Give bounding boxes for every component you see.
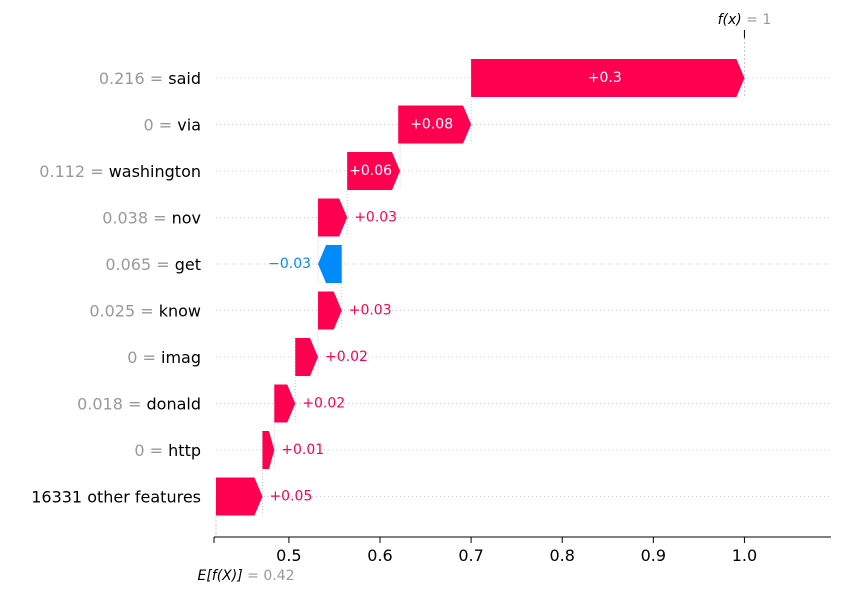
feature-name: 16331 other features: [31, 487, 201, 506]
feature-value: 0.065 =: [105, 255, 174, 274]
base-value-label: E[f(X)] = 0.42: [197, 568, 294, 584]
bar-via: [398, 105, 472, 144]
feature-name: http: [168, 441, 201, 460]
x-tick-label: 0.7: [458, 546, 483, 565]
feature-value: 0 =: [144, 115, 178, 134]
feature-label: 0.112 = washington: [39, 162, 201, 181]
bar-value-label: +0.03: [349, 303, 392, 319]
bar-value-label: +0.08: [410, 117, 453, 133]
bar-16331-other-features: [216, 477, 263, 516]
x-tick-label: 0.9: [641, 546, 666, 565]
bar-http: [262, 431, 275, 469]
output-value-label: f(x) = 1: [718, 12, 772, 28]
x-tick-label: 0.5: [276, 546, 301, 565]
bar-washington: [347, 152, 401, 190]
feature-label: 0 = imag: [127, 348, 201, 367]
feature-labels: 0.216 = said 0 = via 0.112 = washington 0.0…: [31, 69, 201, 507]
bar-value-label: +0.3: [588, 70, 622, 86]
x-axis: 0.5 0.6 0.7 0.8 0.9 1.0: [213, 536, 831, 565]
bar-value-label: +0.03: [354, 210, 397, 226]
bar-value-label: +0.02: [325, 349, 368, 365]
bar-value-label: −0.03: [268, 256, 311, 272]
feature-label: 0.038 = nov: [102, 208, 201, 227]
bar-get: [318, 245, 342, 283]
feature-value: 0 =: [134, 441, 168, 460]
bar-know: [318, 291, 342, 330]
feature-label: 0 = via: [144, 115, 201, 134]
feature-name: know: [159, 301, 201, 320]
feature-label: 16331 other features: [31, 487, 201, 506]
feature-value: 0.216 =: [99, 69, 168, 88]
feature-name: imag: [161, 348, 201, 367]
feature-name: via: [177, 115, 201, 134]
bar-value-label: +0.05: [269, 489, 312, 505]
feature-value: 0.112 =: [39, 162, 108, 181]
gridlines: [216, 77, 831, 497]
bars: [216, 59, 745, 516]
feature-value: 0.018 =: [77, 394, 146, 413]
feature-label: 0.216 = said: [99, 69, 201, 88]
feature-label: 0.018 = donald: [77, 394, 201, 413]
feature-label: 0.065 = get: [105, 255, 201, 274]
feature-name: washington: [109, 162, 201, 181]
feature-name: donald: [147, 394, 202, 413]
bar-said: [471, 59, 745, 97]
feature-label: 0.025 = know: [89, 301, 201, 320]
feature-value: 0.025 =: [89, 301, 158, 320]
x-tick-label: 1.0: [732, 546, 757, 565]
bar-donald: [274, 384, 296, 423]
bar-value-label: +0.06: [349, 163, 392, 179]
feature-value: 0.038 =: [102, 208, 171, 227]
feature-name: said: [168, 69, 201, 88]
annotations: +0.3 +0.08 +0.06 +0.03 −0.03 +0.03 +0.02 +0.02 +…: [197, 12, 771, 584]
x-tick-label: 0.6: [367, 546, 392, 565]
feature-value: 0 =: [127, 348, 161, 367]
bar-value-label: +0.02: [302, 396, 345, 412]
bar-imag: [295, 338, 319, 376]
bar-nov: [318, 198, 348, 237]
connectors: [215, 38, 745, 537]
bar-value-label: +0.01: [281, 442, 324, 458]
feature-name: nov: [172, 208, 201, 227]
feature-label: 0 = http: [134, 441, 201, 460]
x-tick-label: 0.8: [549, 546, 574, 565]
feature-name: get: [175, 255, 201, 274]
